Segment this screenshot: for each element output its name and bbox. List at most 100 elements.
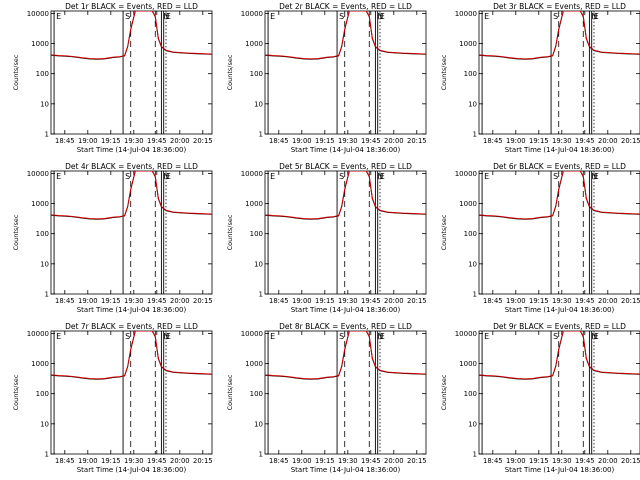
plot-frame	[264, 170, 427, 295]
x-tick-label: 19:15	[529, 137, 549, 145]
event-marker-letter: N	[591, 172, 597, 181]
x-axis-label: Start Time (14-Jul-04 18:36:00)	[505, 466, 615, 474]
event-marker-letter: S	[339, 332, 344, 341]
event-marker-letter: S	[553, 332, 558, 341]
x-tick-label: 20:00	[384, 297, 404, 305]
x-tick-label: 19:00	[506, 297, 526, 305]
x-tick-label: 20:00	[384, 457, 404, 465]
x-tick-label: 20:15	[621, 457, 640, 465]
x-axis-label: Start Time (14-Jul-04 18:36:00)	[505, 306, 615, 314]
x-tick-label: 19:00	[78, 457, 98, 465]
y-tick-label: 1000	[245, 40, 263, 48]
x-axis-label: Start Time (14-Jul-04 18:36:00)	[505, 146, 615, 154]
x-tick-label: 20:00	[598, 457, 618, 465]
x-axis-label: Start Time (14-Jul-04 18:36:00)	[291, 306, 401, 314]
x-axis-label: Start Time (14-Jul-04 18:36:00)	[77, 146, 187, 154]
x-tick-label: 19:45	[147, 137, 167, 145]
y-tick-label: 10	[468, 420, 477, 428]
lld-series-line	[479, 331, 640, 380]
panel-title: Det 1r BLACK = Events, RED = LLD	[65, 2, 198, 11]
x-tick-label: 19:15	[101, 297, 121, 305]
plot-frame	[264, 330, 427, 455]
y-tick-label: 100	[250, 70, 263, 78]
x-tick-label: 20:00	[170, 297, 190, 305]
x-tick-label: 19:00	[78, 297, 98, 305]
x-axis-label: Start Time (14-Jul-04 18:36:00)	[77, 306, 187, 314]
panel-title: Det 4r BLACK = Events, RED = LLD	[65, 162, 198, 171]
y-tick-label: 1000	[459, 40, 477, 48]
event-marker-letter: N	[163, 332, 169, 341]
event-marker-letter: E	[484, 172, 489, 181]
y-tick-label: 1000	[245, 200, 263, 208]
x-axis-label: Start Time (14-Jul-04 18:36:00)	[291, 466, 401, 474]
event-marker-letter: N	[377, 12, 383, 21]
plot-frame	[50, 330, 213, 455]
x-tick-label: 19:15	[315, 457, 335, 465]
event-marker-letter: E	[380, 172, 385, 181]
y-tick-label: 1000	[31, 360, 49, 368]
lld-series-line	[51, 11, 212, 60]
panel-title: Det 9r BLACK = Events, RED = LLD	[493, 322, 626, 331]
y-tick-label: 1000	[31, 40, 49, 48]
event-marker-letter: E	[166, 172, 171, 181]
event-marker-letter: E	[380, 12, 385, 21]
y-axis-label: Counts/sec	[226, 214, 234, 250]
x-tick-label: 18:45	[483, 137, 503, 145]
y-tick-label: 10	[254, 420, 263, 428]
x-tick-label: 18:45	[55, 137, 75, 145]
y-tick-label: 1	[45, 131, 49, 139]
y-tick-label: 1000	[31, 200, 49, 208]
y-tick-label: 1000	[245, 360, 263, 368]
x-tick-label: 20:15	[193, 297, 213, 305]
y-tick-label: 10000	[241, 10, 263, 18]
y-tick-label: 100	[36, 390, 49, 398]
event-marker-letter: N	[591, 332, 597, 341]
y-axis-label: Counts/sec	[12, 54, 20, 90]
x-tick-label: 19:15	[101, 137, 121, 145]
x-tick-label: 19:15	[101, 457, 121, 465]
x-tick-label: 19:30	[338, 457, 358, 465]
x-tick-label: 18:45	[269, 297, 289, 305]
y-tick-label: 10000	[455, 330, 477, 338]
y-axis-label: Counts/sec	[440, 54, 448, 90]
x-tick-label: 19:30	[124, 137, 144, 145]
event-marker-letter: N	[591, 12, 597, 21]
event-marker-letter: N	[163, 12, 169, 21]
x-tick-label: 20:00	[598, 297, 618, 305]
events-series-line	[479, 11, 640, 60]
y-tick-label: 10	[254, 100, 263, 108]
panel-title: Det 8r BLACK = Events, RED = LLD	[279, 322, 412, 331]
events-series-line	[51, 171, 212, 220]
event-marker-letter: E	[594, 332, 599, 341]
panel-title: Det 2r BLACK = Events, RED = LLD	[279, 2, 412, 11]
x-tick-label: 19:30	[124, 297, 144, 305]
event-marker-letter: S	[125, 12, 130, 21]
y-tick-label: 10	[254, 260, 263, 268]
y-tick-label: 10000	[27, 10, 49, 18]
event-marker-letter: S	[125, 332, 130, 341]
y-tick-label: 10	[468, 260, 477, 268]
lld-series-line	[265, 11, 426, 60]
x-tick-label: 18:45	[483, 297, 503, 305]
panel-title: Det 6r BLACK = Events, RED = LLD	[493, 162, 626, 171]
panel-1: Det 1r BLACK = Events, RED = LLD Counts/s…	[12, 2, 213, 154]
x-tick-label: 19:30	[552, 297, 572, 305]
event-marker-letter: N	[377, 332, 383, 341]
panel-5: Det 5r BLACK = Events, RED = LLD Counts/s…	[226, 162, 427, 314]
lld-series-line	[265, 331, 426, 380]
y-axis-label: Counts/sec	[12, 374, 20, 410]
x-tick-label: 19:30	[338, 297, 358, 305]
y-tick-label: 1	[259, 131, 263, 139]
plot-frame	[264, 10, 427, 135]
events-series-line	[51, 11, 212, 60]
panel-2: Det 2r BLACK = Events, RED = LLD Counts/s…	[226, 2, 427, 154]
x-tick-label: 19:45	[361, 457, 381, 465]
x-tick-label: 19:15	[315, 297, 335, 305]
event-marker-letter: S	[339, 12, 344, 21]
x-tick-label: 19:15	[315, 137, 335, 145]
x-tick-label: 19:15	[529, 297, 549, 305]
event-marker-letter: E	[270, 12, 275, 21]
y-tick-label: 100	[250, 230, 263, 238]
y-tick-label: 10000	[27, 170, 49, 178]
